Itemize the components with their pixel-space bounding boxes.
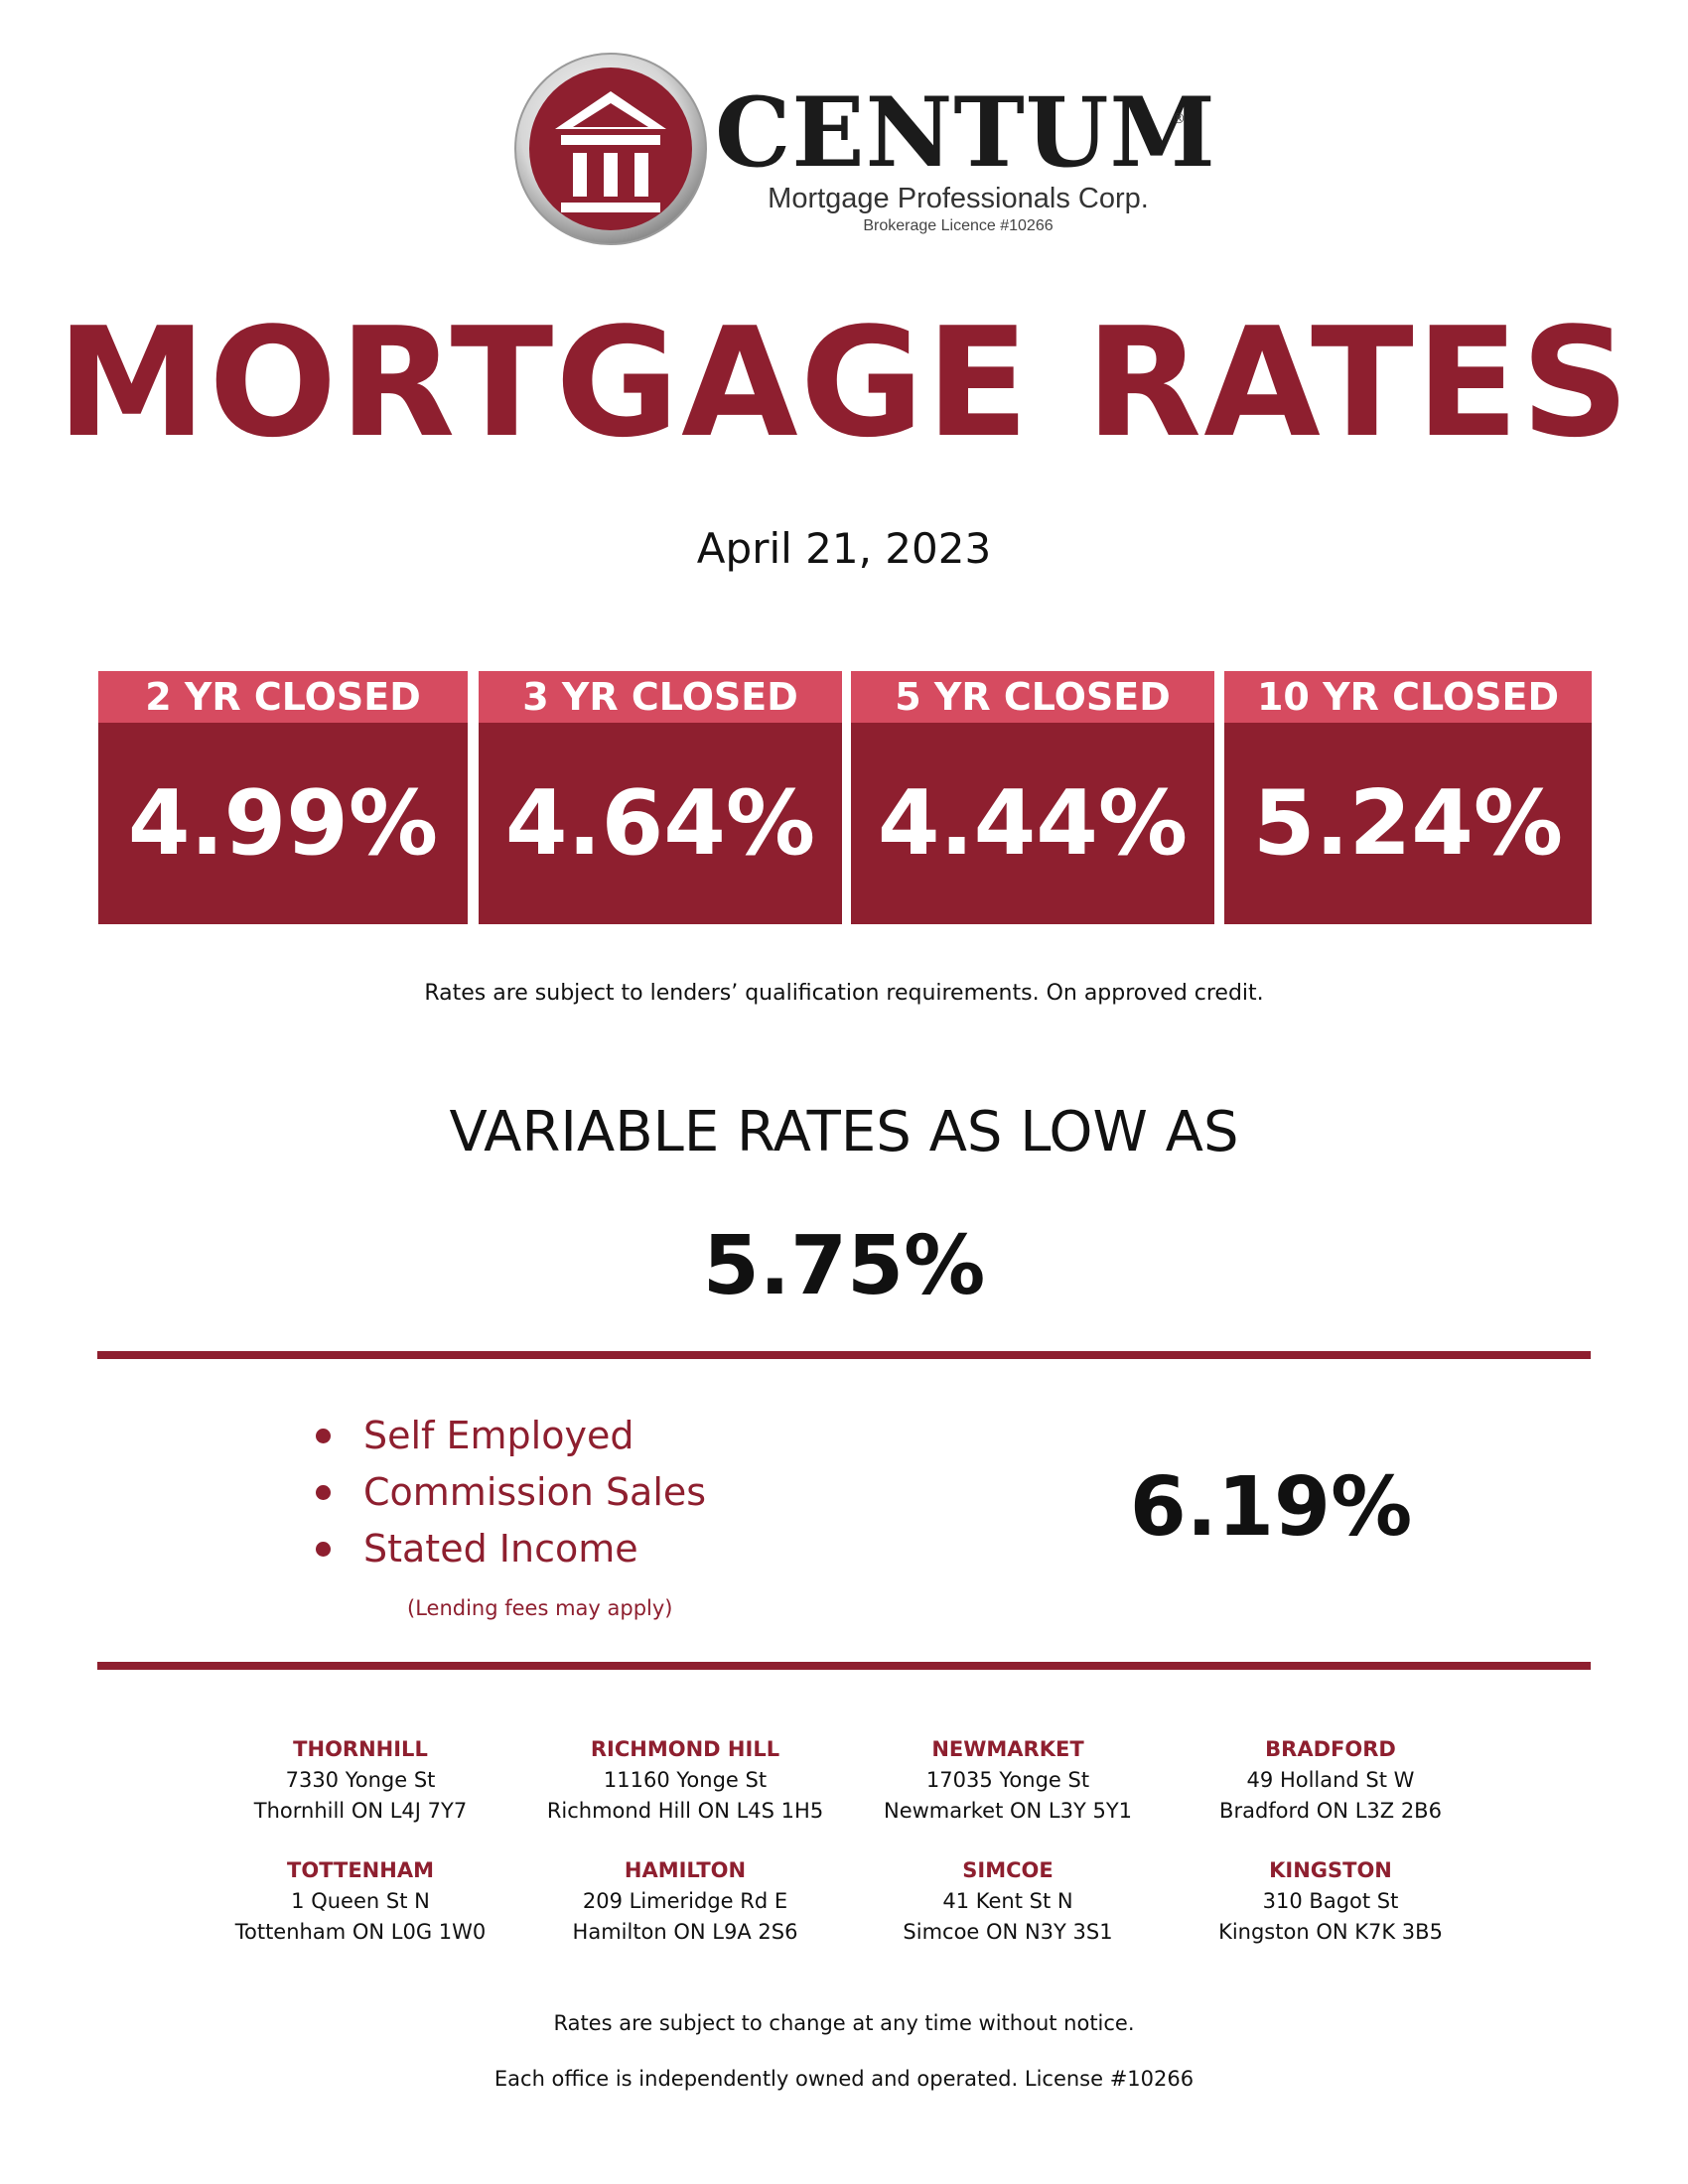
office-kingston: KINGSTON 310 Bagot St Kingston ON K7K 3B… (1172, 1855, 1489, 1948)
office-city: Thornhill ON L4J 7Y7 (253, 1799, 468, 1823)
office-city: Kingston ON K7K 3B5 (1218, 1920, 1443, 1944)
rate-term: 5 YR CLOSED (851, 671, 1214, 723)
office-richmond-hill: RICHMOND HILL 11160 Yonge St Richmond Hi… (526, 1734, 844, 1827)
program-label: Self Employed (363, 1414, 634, 1457)
office-street: 11160 Yonge St (603, 1768, 768, 1792)
office-hamilton: HAMILTON 209 Limeridge Rd E Hamilton ON … (526, 1855, 844, 1948)
office-name: NEWMARKET (931, 1737, 1084, 1761)
office-name: SIMCOE (962, 1858, 1054, 1882)
rate-card-5yr: 5 YR CLOSED 4.44% (851, 671, 1214, 924)
logo-licence: Brokerage Licence #10266 (863, 217, 1054, 234)
lending-fees-note: (Lending fees may apply) (407, 1596, 673, 1620)
office-city: Newmarket ON L3Y 5Y1 (883, 1799, 1133, 1823)
rate-value: 4.64% (479, 723, 842, 924)
bullet-icon (316, 1429, 331, 1443)
rate-value: 5.24% (1224, 723, 1592, 924)
office-street: 1 Queen St N (291, 1889, 430, 1913)
rate-term: 10 YR CLOSED (1224, 671, 1592, 723)
program-label: Stated Income (363, 1527, 638, 1570)
bullet-icon (316, 1485, 331, 1500)
office-name: KINGSTON (1269, 1858, 1392, 1882)
office-bradford: BRADFORD 49 Holland St W Bradford ON L3Z… (1172, 1734, 1489, 1827)
office-street: 310 Bagot St (1262, 1889, 1399, 1913)
centum-emblem-icon (514, 53, 707, 245)
ownership-notice: Each office is independently owned and o… (493, 2067, 1195, 2091)
office-city: Richmond Hill ON L4S 1H5 (546, 1799, 824, 1823)
office-name: THORNHILL (293, 1737, 428, 1761)
office-street: 17035 Yonge St (925, 1768, 1090, 1792)
office-name: HAMILTON (624, 1858, 747, 1882)
office-thornhill: THORNHILL 7330 Yonge St Thornhill ON L4J… (202, 1734, 519, 1827)
centum-logo: CENTUM ® Mortgage Professionals Corp. Br… (511, 50, 1215, 248)
office-street: 41 Kent St N (942, 1889, 1073, 1913)
office-street: 49 Holland St W (1246, 1768, 1415, 1792)
bullet-icon (316, 1542, 331, 1557)
rate-value: 4.44% (851, 723, 1214, 924)
divider-bottom (97, 1662, 1591, 1670)
variable-rates-heading: VARIABLE RATES AS LOW AS (449, 1100, 1239, 1164)
logo-subtitle: Mortgage Professionals Corp. (768, 183, 1149, 214)
rate-card-3yr: 3 YR CLOSED 4.64% (479, 671, 842, 924)
office-city: Hamilton ON L9A 2S6 (572, 1920, 798, 1944)
rates-date: April 21, 2023 (696, 524, 992, 573)
rate-term: 2 YR CLOSED (98, 671, 468, 723)
special-programs-list: Self Employed Commission Sales Stated In… (316, 1408, 706, 1577)
special-rate: 6.19% (1129, 1460, 1413, 1555)
list-item: Self Employed (316, 1408, 706, 1464)
logo-registered-mark: ® (1172, 111, 1186, 127)
rate-value: 4.99% (98, 723, 468, 924)
office-street: 7330 Yonge St (285, 1768, 436, 1792)
program-label: Commission Sales (363, 1470, 707, 1514)
change-notice: Rates are subject to change at any time … (553, 2011, 1135, 2035)
office-simcoe: SIMCOE 41 Kent St N Simcoe ON N3Y 3S1 (849, 1855, 1167, 1948)
office-name: BRADFORD (1265, 1737, 1396, 1761)
office-tottenham: TOTTENHAM 1 Queen St N Tottenham ON L0G … (202, 1855, 519, 1948)
office-street: 209 Limeridge Rd E (582, 1889, 788, 1913)
variable-rate: 5.75% (702, 1219, 986, 1313)
office-city: Tottenham ON L0G 1W0 (234, 1920, 487, 1944)
rate-card-10yr: 10 YR CLOSED 5.24% (1224, 671, 1592, 924)
page-title: MORTGAGE RATES (56, 295, 1632, 471)
office-name: RICHMOND HILL (590, 1737, 780, 1761)
rates-disclaimer: Rates are subject to lenders’ qualificat… (424, 981, 1264, 1006)
list-item: Commission Sales (316, 1464, 706, 1521)
office-newmarket: NEWMARKET 17035 Yonge St Newmarket ON L3… (849, 1734, 1167, 1827)
logo-name: CENTUM (715, 76, 1216, 189)
office-city: Bradford ON L3Z 2B6 (1219, 1799, 1442, 1823)
rate-card-2yr: 2 YR CLOSED 4.99% (98, 671, 468, 924)
office-name: TOTTENHAM (287, 1858, 434, 1882)
office-city: Simcoe ON N3Y 3S1 (903, 1920, 1113, 1944)
list-item: Stated Income (316, 1521, 706, 1577)
divider-top (97, 1351, 1591, 1359)
rate-term: 3 YR CLOSED (479, 671, 842, 723)
